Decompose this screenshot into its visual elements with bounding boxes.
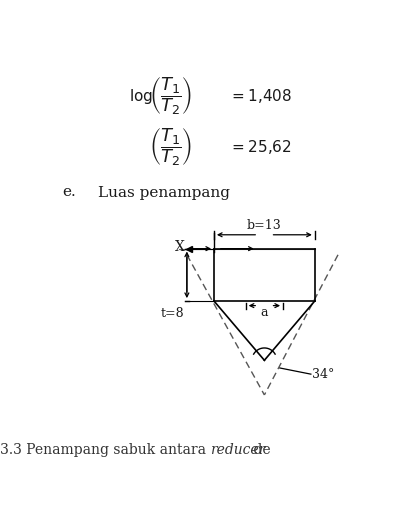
Text: reducer: reducer [210,443,265,456]
Text: Gambar 3.3 Penampang sabuk antara: Gambar 3.3 Penampang sabuk antara [0,443,210,456]
Text: Luas penampang: Luas penampang [97,186,229,200]
Text: $\left(\dfrac{T_1}{T_2}\right)$: $\left(\dfrac{T_1}{T_2}\right)$ [148,76,192,117]
Text: t=8: t=8 [160,307,183,320]
Text: $= 25{,}62$: $= 25{,}62$ [229,138,292,156]
Text: 34°: 34° [312,368,334,381]
Text: de: de [248,443,270,456]
Text: X: X [174,240,184,254]
Text: e.: e. [62,186,76,200]
Text: $= 1{,}408$: $= 1{,}408$ [229,87,292,105]
Text: $\mathrm{log}$: $\mathrm{log}$ [128,87,152,106]
Text: a: a [260,306,267,319]
Text: $\left(\dfrac{T_1}{T_2}\right)$: $\left(\dfrac{T_1}{T_2}\right)$ [148,126,192,168]
Text: b=13: b=13 [246,220,281,232]
